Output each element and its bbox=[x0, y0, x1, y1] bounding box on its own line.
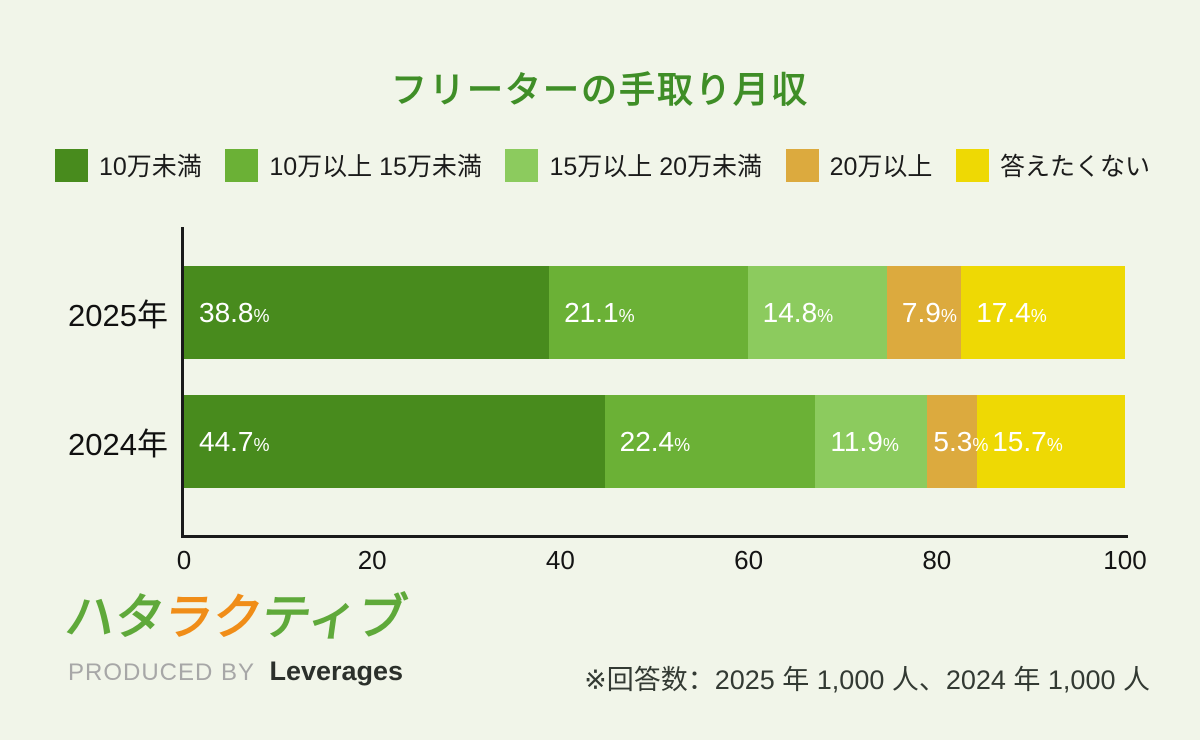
segment-value-label: 17.4% bbox=[976, 296, 1047, 328]
legend-swatch bbox=[785, 148, 819, 182]
category-label: 2024年 bbox=[68, 427, 168, 462]
bar-segment: 14.8% bbox=[747, 266, 887, 359]
stacked-bar: 44.7% 22.4% 11.9% 5.3% 15.7% bbox=[184, 395, 1125, 488]
bar-segment: 17.4% bbox=[961, 266, 1125, 359]
x-axis-line bbox=[181, 535, 1128, 538]
logo-char: ラ bbox=[160, 591, 217, 645]
legend-item: 10万以上 15万未満 bbox=[225, 147, 482, 183]
legend-swatch bbox=[505, 148, 539, 182]
x-axis-ticks: 0 20 40 60 80 100 bbox=[0, 547, 1200, 577]
segment-value-label: 44.7% bbox=[199, 425, 270, 457]
survey-note: ※回答数：2025 年 1,000 人、2024 年 1,000 人 bbox=[584, 665, 1150, 695]
legend-label: 10万以上 15万未満 bbox=[269, 153, 482, 181]
segment-value-label: 11.9% bbox=[830, 425, 899, 457]
x-tick-label: 80 bbox=[922, 545, 952, 575]
bar-segment: 44.7% bbox=[184, 395, 605, 488]
legend-item: 20万以上 bbox=[785, 147, 933, 183]
legend-item: 10万未満 bbox=[55, 147, 202, 183]
stacked-bar: 38.8% 21.1% 14.8% 7.9% 17.4% bbox=[184, 266, 1125, 359]
legend-label: 10万未満 bbox=[99, 153, 202, 181]
segment-value-label: 22.4% bbox=[619, 425, 691, 457]
segment-value-label: 5.3% bbox=[933, 425, 989, 457]
hatarakutive-logo: ハタラクティブ bbox=[62, 591, 411, 645]
chart-title: フリーターの手取り月収 bbox=[390, 69, 809, 110]
x-tick-label: 60 bbox=[734, 545, 764, 575]
company-name: Leverages bbox=[269, 656, 404, 686]
produced-by-label: PRODUCED BY bbox=[68, 659, 256, 686]
produced-by-line: PRODUCED BY Leverages bbox=[68, 656, 403, 687]
bar-segment: 7.9% bbox=[886, 266, 962, 359]
legend-swatch bbox=[55, 148, 88, 182]
legend-label: 20万以上 bbox=[829, 153, 933, 181]
bar-segment: 22.4% bbox=[604, 395, 816, 488]
bar-segment: 38.8% bbox=[184, 266, 550, 359]
x-tick-label: 100 bbox=[1103, 545, 1147, 575]
logo-char: ブ bbox=[353, 591, 411, 645]
legend-swatch bbox=[225, 148, 259, 182]
y-axis-line bbox=[181, 227, 184, 538]
bar-segment: 15.7% bbox=[977, 395, 1125, 488]
bar-segment: 21.1% bbox=[549, 266, 748, 359]
legend-swatch bbox=[955, 148, 989, 182]
logo-char: ィ bbox=[304, 591, 362, 645]
x-tick-label: 0 bbox=[176, 545, 192, 575]
legend-label: 答えたくない bbox=[999, 153, 1150, 181]
logo-char: テ bbox=[258, 591, 312, 645]
segment-value-label: 7.9% bbox=[901, 296, 957, 328]
segment-value-label: 14.8% bbox=[762, 296, 834, 328]
x-tick-label: 40 bbox=[545, 545, 575, 575]
bar-segment: 5.3% bbox=[927, 395, 988, 488]
legend-item: 15万以上 20万未満 bbox=[505, 147, 762, 183]
logo-char: タ bbox=[111, 591, 168, 645]
logo-char: ク bbox=[209, 591, 266, 645]
segment-value-label: 38.8% bbox=[199, 296, 270, 328]
legend-label: 15万以上 20万未満 bbox=[549, 153, 763, 181]
legend: 10万未満 10万以上 15万未満 15万以上 20万未満 20万以上 答えたくない bbox=[55, 148, 1150, 182]
category-label: 2025年 bbox=[68, 298, 168, 333]
legend-item: 答えたくない bbox=[955, 147, 1150, 183]
segment-value-label: 15.7% bbox=[992, 425, 1063, 457]
logo-char: ハ bbox=[62, 591, 119, 645]
x-tick-label: 20 bbox=[357, 545, 387, 575]
segment-value-label: 21.1% bbox=[564, 296, 635, 328]
bar-segment: 11.9% bbox=[815, 395, 928, 488]
